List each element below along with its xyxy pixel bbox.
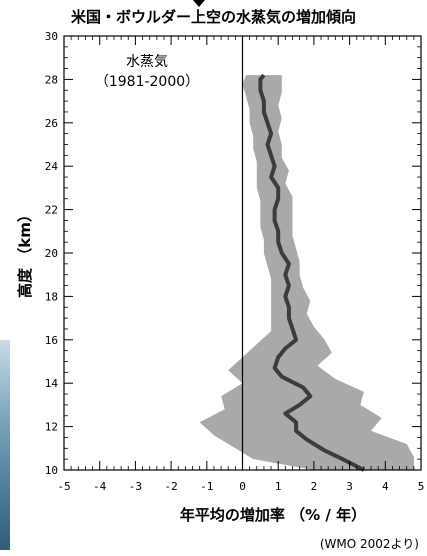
chart-title: 米国・ボウルダー上空の水蒸気の増加傾向	[70, 8, 356, 26]
x-tick-label: -3	[129, 480, 142, 493]
annotation-line-1: 水蒸気	[126, 54, 168, 70]
y-tick-label: 16	[45, 334, 58, 347]
y-tick-label: 18	[45, 290, 58, 303]
data-annotation: 水蒸気 （1981-2000）	[92, 52, 202, 92]
mean-trend-line	[258, 73, 365, 472]
y-tick-label: 22	[45, 204, 58, 217]
x-axis-label: 年平均の増加率 （% / 年）	[179, 506, 367, 524]
x-tick-label: -1	[200, 480, 213, 493]
y-tick-label: 12	[45, 421, 58, 434]
y-tick-label: 30	[45, 30, 58, 43]
x-tick-label: 2	[311, 480, 318, 493]
x-tick-label: 0	[239, 480, 246, 493]
x-tick-label: 4	[382, 480, 389, 493]
confidence-band	[199, 75, 414, 470]
y-tick-label: 28	[45, 73, 58, 86]
x-tick-label: 3	[346, 480, 353, 493]
x-tick-label: 1	[275, 480, 282, 493]
annotation-line-2: （1981-2000）	[94, 74, 200, 90]
background-photo-strip	[0, 340, 10, 550]
y-tick-label: 14	[45, 377, 59, 390]
y-tick-label: 26	[45, 117, 58, 130]
y-tick-label: 20	[45, 247, 58, 260]
pointer-arrow-icon	[193, 0, 205, 7]
x-tick-label: -4	[93, 480, 107, 493]
y-tick-label: 24	[45, 160, 59, 173]
source-note: (WMO 2002より)	[319, 537, 419, 551]
x-tick-label: -2	[164, 480, 177, 493]
x-tick-label: -5	[57, 480, 70, 493]
y-axis-label: 高度 （km）	[16, 207, 34, 298]
x-tick-label: 5	[418, 480, 425, 493]
y-tick-label: 10	[45, 464, 58, 477]
